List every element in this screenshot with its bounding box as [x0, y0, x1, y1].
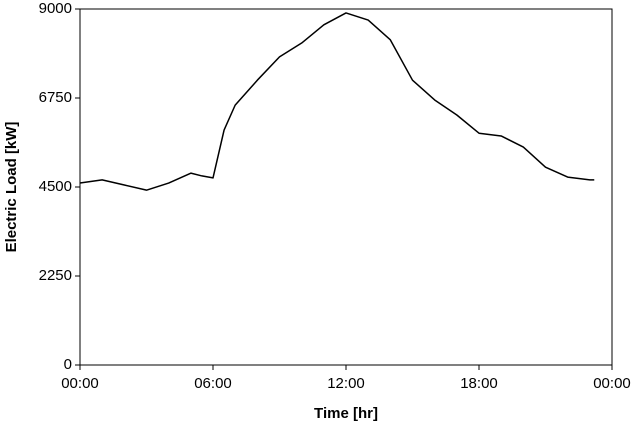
- y-tick-label: 0: [64, 356, 72, 373]
- y-tick-label: 2250: [39, 267, 72, 284]
- y-axis-title: Electric Load [kW]: [3, 122, 20, 253]
- data-line: [79, 12, 595, 191]
- plot-frame: [79, 8, 613, 366]
- x-tick-label: 00:00: [593, 375, 631, 392]
- x-tick-label: 00:00: [61, 375, 99, 392]
- y-tick-label: 4500: [39, 178, 72, 195]
- y-tick-label: 6750: [39, 89, 72, 106]
- y-tick-label: 9000: [39, 0, 72, 17]
- x-tick-label: 12:00: [327, 375, 365, 392]
- x-tick-label: 06:00: [194, 375, 232, 392]
- x-axis-title: Time [hr]: [314, 405, 378, 422]
- x-tick-label: 18:00: [460, 375, 498, 392]
